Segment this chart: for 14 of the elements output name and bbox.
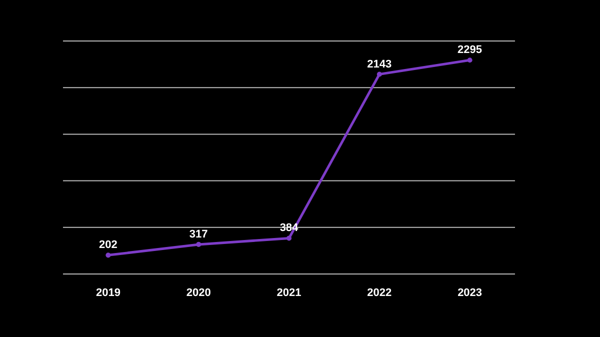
point bbox=[106, 252, 111, 258]
point bbox=[467, 58, 472, 63]
x-tick-label: 2020 bbox=[186, 286, 211, 299]
data-label: 2295 bbox=[458, 44, 482, 56]
point bbox=[286, 236, 292, 241]
x-tick-label: 2023 bbox=[458, 286, 482, 299]
x-tick-label: 2019 bbox=[96, 286, 120, 299]
point bbox=[196, 242, 202, 247]
point bbox=[376, 72, 382, 77]
x-tick-label: 2021 bbox=[276, 286, 302, 299]
data-label: 202 bbox=[99, 239, 118, 252]
data-label: 2143 bbox=[367, 58, 392, 70]
data-label: 317 bbox=[189, 228, 208, 240]
x-tick-label: 2022 bbox=[367, 286, 392, 299]
